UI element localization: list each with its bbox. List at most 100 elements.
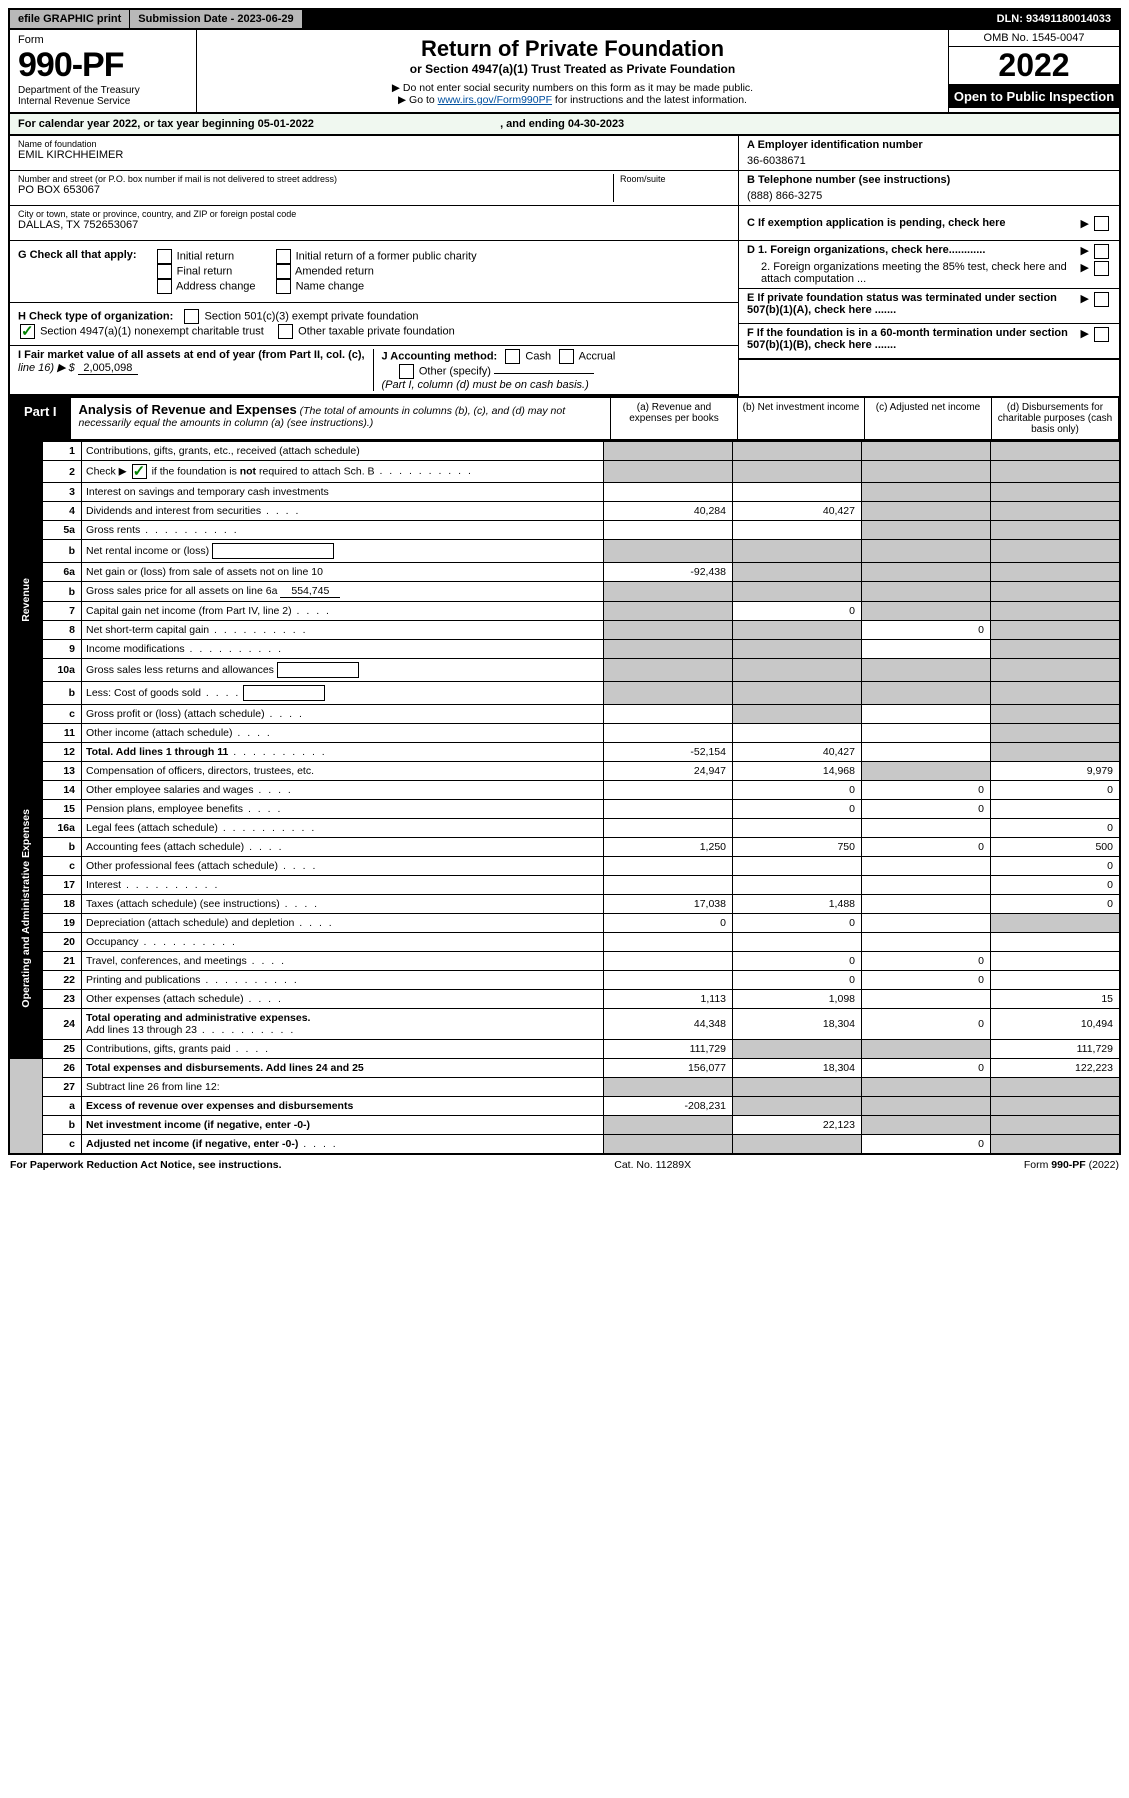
revenue-label: Revenue <box>9 442 43 762</box>
header-right: OMB No. 1545-0047 2022 Open to Public In… <box>949 30 1119 112</box>
table-row: 2 Check ▶ if the foundation is not requi… <box>9 461 1120 483</box>
table-row: 17Interest0 <box>9 876 1120 895</box>
table-row: 23Other expenses (attach schedule)1,1131… <box>9 990 1120 1009</box>
checkbox-d2[interactable] <box>1094 261 1109 276</box>
table-row: 25Contributions, gifts, grants paid111,7… <box>9 1040 1120 1059</box>
phone-cell: B Telephone number (see instructions) (8… <box>739 171 1119 206</box>
checkbox-accrual[interactable] <box>559 349 574 364</box>
table-row: cOther professional fees (attach schedul… <box>9 857 1120 876</box>
j-note: (Part I, column (d) must be on cash basi… <box>382 379 589 391</box>
footer-catno: Cat. No. 11289X <box>614 1159 691 1171</box>
form-header: Form 990-PF Department of the Treasury I… <box>8 30 1121 114</box>
checkbox-final-return[interactable] <box>157 264 172 279</box>
checkbox-name-change[interactable] <box>276 279 291 294</box>
checkbox-address-change[interactable] <box>157 279 172 294</box>
section-e: E If private foundation status was termi… <box>739 289 1119 324</box>
topbar-spacer <box>303 10 989 28</box>
info-grid: Name of foundation EMIL KIRCHHEIMER Numb… <box>8 136 1121 396</box>
name-value: EMIL KIRCHHEIMER <box>18 149 730 161</box>
table-row: 5aGross rents <box>9 521 1120 540</box>
table-row: 26Total expenses and disbursements. Add … <box>9 1059 1120 1078</box>
table-row: 21Travel, conferences, and meetings00 <box>9 952 1120 971</box>
checkbox-other-method[interactable] <box>399 364 414 379</box>
table-row: aExcess of revenue over expenses and dis… <box>9 1097 1120 1116</box>
form-number: 990-PF <box>18 46 188 85</box>
table-row: 7Capital gain net income (from Part IV, … <box>9 602 1120 621</box>
dln: DLN: 93491180014033 <box>989 10 1119 28</box>
table-row: cAdjusted net income (if negative, enter… <box>9 1135 1120 1155</box>
top-bar: efile GRAPHIC print Submission Date - 20… <box>8 8 1121 30</box>
checkbox-501c3[interactable] <box>184 309 199 324</box>
col-d-header: (d) Disbursements for charitable purpose… <box>992 398 1120 439</box>
address-cell: Number and street (or P.O. box number if… <box>10 171 738 206</box>
table-row: bNet investment income (if negative, ent… <box>9 1116 1120 1135</box>
info-left: Name of foundation EMIL KIRCHHEIMER Numb… <box>10 136 738 396</box>
table-row: 12Total. Add lines 1 through 11-52,15440… <box>9 743 1120 762</box>
checkbox-4947a1[interactable] <box>20 324 35 339</box>
submission-date: Submission Date - 2023-06-29 <box>130 10 302 28</box>
table-row: 3Interest on savings and temporary cash … <box>9 483 1120 502</box>
city-cell: City or town, state or province, country… <box>10 206 738 241</box>
table-row: 27Subtract line 26 from line 12: <box>9 1078 1120 1097</box>
ein-cell: A Employer identification number 36-6038… <box>739 136 1119 171</box>
table-row: 20Occupancy <box>9 933 1120 952</box>
section-ij: I Fair market value of all assets at end… <box>10 346 738 396</box>
expenses-label: Operating and Administrative Expenses <box>9 762 43 1059</box>
form-url-link[interactable]: www.irs.gov/Form990PF <box>438 94 552 106</box>
checkbox-e[interactable] <box>1094 292 1109 307</box>
checkbox-other-taxable[interactable] <box>278 324 293 339</box>
form-title: Return of Private Foundation <box>203 36 942 62</box>
g-label: G Check all that apply: <box>18 249 137 294</box>
open-inspection: Open to Public Inspection <box>949 85 1119 108</box>
table-row: bGross sales price for all assets on lin… <box>9 582 1120 602</box>
phone-label: B Telephone number (see instructions) <box>747 174 1111 186</box>
ein-label: A Employer identification number <box>747 139 1111 151</box>
table-row: 11Other income (attach schedule) <box>9 724 1120 743</box>
addr-label: Number and street (or P.O. box number if… <box>18 174 613 184</box>
table-row: 10aGross sales less returns and allowanc… <box>9 659 1120 682</box>
room-label: Room/suite <box>620 174 730 184</box>
form-subtitle: or Section 4947(a)(1) Trust Treated as P… <box>203 62 942 76</box>
checkbox-cash[interactable] <box>505 349 520 364</box>
table-row: Operating and Administrative Expenses 13… <box>9 762 1120 781</box>
footer-left: For Paperwork Reduction Act Notice, see … <box>10 1159 282 1171</box>
table-row: 8Net short-term capital gain0 <box>9 621 1120 640</box>
addr-value: PO BOX 653067 <box>18 184 613 196</box>
footer-right: Form 990-PF (2022) <box>1024 1159 1119 1171</box>
table-row: 9Income modifications <box>9 640 1120 659</box>
efile-label: efile GRAPHIC print <box>10 10 130 28</box>
table-row: 14Other employee salaries and wages000 <box>9 781 1120 800</box>
checkbox-d1[interactable] <box>1094 244 1109 259</box>
info-right: A Employer identification number 36-6038… <box>738 136 1119 396</box>
checkbox-initial-return[interactable] <box>157 249 172 264</box>
table-row: 24Total operating and administrative exp… <box>9 1009 1120 1040</box>
instruction-2: ▶ Go to www.irs.gov/Form990PF for instru… <box>203 94 942 106</box>
table-row: 19Depreciation (attach schedule) and dep… <box>9 914 1120 933</box>
city-label: City or town, state or province, country… <box>18 209 730 219</box>
col-a-header: (a) Revenue and expenses per books <box>611 398 738 439</box>
section-h: H Check type of organization: Section 50… <box>10 303 738 346</box>
phone-value: (888) 866-3275 <box>747 190 1111 202</box>
checkbox-f[interactable] <box>1094 327 1109 342</box>
i-label: I Fair market value of all assets at end… <box>18 349 365 361</box>
calendar-year-row: For calendar year 2022, or tax year begi… <box>8 114 1121 136</box>
part1-header: Part I Analysis of Revenue and Expenses … <box>8 396 1121 441</box>
h-label: H Check type of organization: <box>18 310 173 322</box>
table-row: 16aLegal fees (attach schedule)0 <box>9 819 1120 838</box>
checkbox-amended[interactable] <box>276 264 291 279</box>
i-line: line 16) ▶ $ <box>18 362 75 374</box>
page-footer: For Paperwork Reduction Act Notice, see … <box>8 1155 1121 1175</box>
checkbox-sch-b[interactable] <box>132 464 147 479</box>
table-row: 22Printing and publications00 <box>9 971 1120 990</box>
table-row: bNet rental income or (loss) <box>9 540 1120 563</box>
part1-title: Analysis of Revenue and Expenses (The to… <box>71 398 611 439</box>
table-row: 15Pension plans, employee benefits00 <box>9 800 1120 819</box>
foundation-name-cell: Name of foundation EMIL KIRCHHEIMER <box>10 136 738 171</box>
name-label: Name of foundation <box>18 139 730 149</box>
tax-year: 2022 <box>949 47 1119 85</box>
col-c-header: (c) Adjusted net income <box>865 398 992 439</box>
col-b-header: (b) Net investment income <box>738 398 865 439</box>
checkbox-initial-former[interactable] <box>276 249 291 264</box>
omb-number: OMB No. 1545-0047 <box>949 30 1119 47</box>
checkbox-c[interactable] <box>1094 216 1109 231</box>
